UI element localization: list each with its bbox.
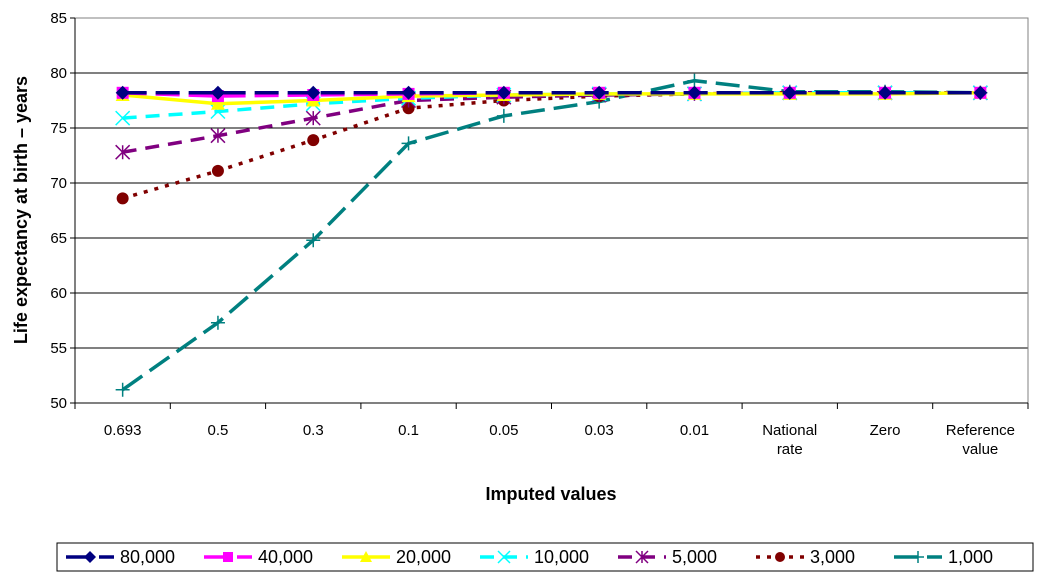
- series-lines: [115, 73, 988, 397]
- legend-item: 10,000: [480, 547, 589, 567]
- data-point: [782, 85, 797, 100]
- data-point: [115, 85, 130, 100]
- y-tick-label: 60: [50, 285, 67, 302]
- data-point: [210, 315, 225, 330]
- y-axis-title: Life expectancy at birth – years: [11, 76, 31, 344]
- legend-item: 1,000: [894, 547, 993, 567]
- data-point: [402, 102, 415, 115]
- data-point: [306, 85, 321, 100]
- y-tick-label: 65: [50, 230, 67, 247]
- x-tick-label: 0.01: [680, 422, 709, 439]
- gridlines: [75, 17, 1028, 404]
- data-point: [307, 134, 320, 147]
- legend-item: 40,000: [204, 547, 313, 567]
- data-point: [912, 551, 924, 563]
- y-tick-label: 70: [50, 175, 67, 192]
- series-line: [121, 78, 981, 392]
- axes: 50 55 60 65 70 75 80 85 0.693 0.5 0.3 0.1 0.05 0.03 0.…: [50, 10, 1029, 458]
- plot-area-border: [74, 17, 1029, 404]
- x-tick-label: 0.1: [398, 422, 419, 439]
- legend-item: 80,000: [66, 547, 175, 567]
- legend-label: 40,000: [258, 547, 313, 567]
- x-tick-label: Reference value: [946, 422, 1015, 458]
- data-point: [305, 110, 321, 126]
- legend-items: 80,000 40,000 20,000 10,000 5,000 3,000 1,000: [66, 547, 993, 567]
- data-point: [360, 551, 372, 562]
- data-point: [635, 550, 649, 564]
- legend-label: 3,000: [810, 547, 855, 567]
- data-point: [401, 85, 416, 100]
- y-tick-label: 80: [50, 65, 67, 82]
- data-point: [115, 110, 131, 126]
- series-80000: [115, 85, 988, 100]
- legend-label: 10,000: [534, 547, 589, 567]
- data-point: [210, 128, 226, 144]
- data-point: [973, 85, 988, 100]
- x-tick-label: 0.03: [585, 422, 614, 439]
- data-point: [401, 136, 416, 151]
- data-point: [592, 85, 607, 100]
- data-point: [496, 85, 511, 100]
- data-point: [116, 192, 129, 205]
- data-point: [84, 551, 96, 563]
- y-tick-label: 55: [50, 340, 67, 357]
- x-tick-label: 0.693: [104, 422, 142, 439]
- data-point: [210, 96, 225, 110]
- x-tick-label: National rate: [762, 422, 817, 458]
- data-point: [687, 85, 702, 100]
- x-tick-label: Zero: [870, 422, 901, 439]
- legend-item: 20,000: [342, 547, 451, 567]
- data-point: [775, 552, 785, 562]
- legend-label: 5,000: [672, 547, 717, 567]
- y-tick-label: 50: [50, 395, 67, 412]
- data-point: [115, 382, 130, 397]
- x-tick-label: 0.5: [208, 422, 229, 439]
- data-point: [687, 73, 702, 88]
- data-point: [211, 164, 224, 177]
- data-point: [878, 85, 893, 100]
- legend-item: 5,000: [618, 547, 717, 567]
- data-point: [223, 552, 233, 562]
- y-tick-label: 85: [50, 10, 67, 27]
- x-tick-label: 0.05: [489, 422, 518, 439]
- legend-item: 3,000: [756, 547, 855, 567]
- data-point: [497, 550, 511, 564]
- data-point: [496, 108, 511, 123]
- data-point: [115, 144, 131, 160]
- data-point: [210, 85, 225, 100]
- legend-label: 1,000: [948, 547, 993, 567]
- x-axis-title: Imputed values: [485, 484, 616, 504]
- data-point: [306, 233, 321, 248]
- legend-label: 20,000: [396, 547, 451, 567]
- y-tick-label: 75: [50, 120, 67, 137]
- x-tick-label: 0.3: [303, 422, 324, 439]
- legend-label: 80,000: [120, 547, 175, 567]
